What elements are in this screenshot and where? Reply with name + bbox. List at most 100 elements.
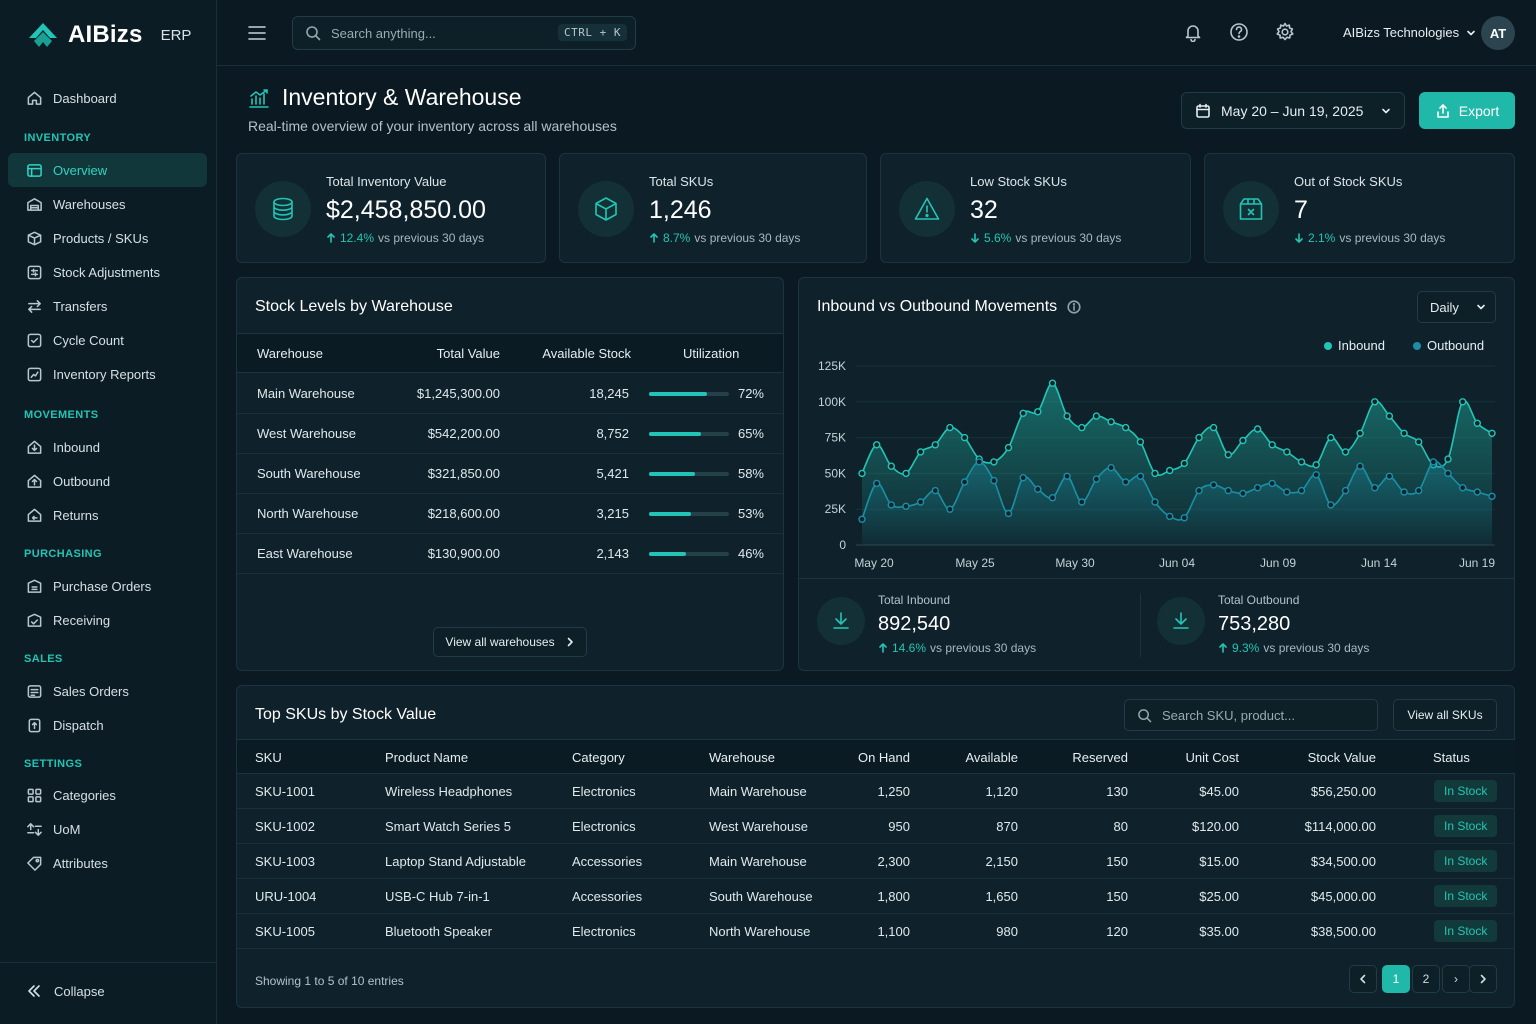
- column-header-stock-value[interactable]: Stock Value: [1307, 750, 1376, 765]
- sidebar-item-inbound[interactable]: Inbound: [8, 430, 207, 464]
- data-point-outbound[interactable]: [1327, 501, 1335, 509]
- data-point-inbound[interactable]: [1136, 438, 1145, 446]
- data-point-inbound[interactable]: [1048, 379, 1057, 387]
- sidebar-item-cycle-count[interactable]: Cycle Count: [8, 323, 207, 357]
- data-point-outbound[interactable]: [1444, 469, 1452, 478]
- sidebar-item-purchase-orders[interactable]: Purchase Orders: [8, 569, 207, 603]
- data-point-outbound[interactable]: [1004, 509, 1013, 518]
- pagination-page-2[interactable]: 2: [1412, 965, 1440, 993]
- sidebar-item-attributes[interactable]: Attributes: [8, 846, 207, 880]
- pagination-page-1[interactable]: 1: [1382, 965, 1410, 993]
- data-point-inbound[interactable]: [1151, 469, 1159, 478]
- data-point-outbound[interactable]: [858, 515, 866, 523]
- column-header-on-hand[interactable]: On Hand: [857, 750, 910, 765]
- data-point-outbound[interactable]: [1400, 488, 1408, 496]
- table-row[interactable]: SKU-1001 Wireless Headphones Electronics Ma…: [237, 774, 1515, 809]
- data-point-inbound[interactable]: [1019, 409, 1027, 418]
- sidebar-item-dispatch[interactable]: Dispatch: [8, 708, 207, 742]
- data-point-inbound[interactable]: [1312, 461, 1320, 469]
- data-point-inbound[interactable]: [872, 441, 881, 449]
- data-point-outbound[interactable]: [1297, 486, 1306, 495]
- data-point-outbound[interactable]: [1268, 479, 1276, 488]
- view-all-warehouses-button[interactable]: View all warehouses: [433, 627, 587, 657]
- table-row[interactable]: URU-1004 USB-C Hub 7-in-1 Accessories South…: [237, 879, 1515, 914]
- table-row[interactable]: SKU-1002 Smart Watch Series 5 Electronics W…: [237, 809, 1515, 844]
- table-row[interactable]: SKU-1003 Laptop Stand Adjustable Accessori…: [237, 844, 1515, 879]
- data-point-outbound[interactable]: [1283, 488, 1291, 496]
- export-button[interactable]: Export: [1419, 92, 1515, 129]
- table-row[interactable]: South Warehouse $321,850.00 5,421 58%: [237, 454, 783, 494]
- data-point-outbound[interactable]: [1371, 483, 1379, 492]
- data-point-outbound[interactable]: [1034, 485, 1042, 493]
- sidebar-item-overview[interactable]: Overview: [8, 153, 207, 187]
- data-point-outbound[interactable]: [946, 505, 954, 513]
- data-point-outbound[interactable]: [1415, 486, 1423, 495]
- company-switcher[interactable]: AIBizs Technologies: [1343, 25, 1477, 40]
- pagination-next-button[interactable]: [1469, 965, 1497, 993]
- column-header-available[interactable]: Available: [965, 750, 1018, 765]
- global-search-input[interactable]: [331, 25, 551, 41]
- column-header-category[interactable]: Category: [572, 750, 625, 765]
- data-point-outbound[interactable]: [1209, 481, 1218, 489]
- data-point-outbound[interactable]: [1063, 472, 1071, 481]
- data-point-inbound[interactable]: [1444, 455, 1452, 463]
- data-point-inbound[interactable]: [960, 433, 969, 442]
- data-point-inbound[interactable]: [1107, 418, 1115, 426]
- sidebar-item-stock-adjustments[interactable]: Stock Adjustments: [8, 255, 207, 289]
- data-point-inbound[interactable]: [1004, 443, 1013, 452]
- data-point-outbound[interactable]: [1459, 483, 1467, 492]
- data-point-inbound[interactable]: [1459, 398, 1467, 406]
- data-point-outbound[interactable]: [960, 478, 969, 486]
- period-select[interactable]: Daily: [1417, 291, 1496, 323]
- data-point-inbound[interactable]: [1297, 458, 1306, 466]
- data-point-outbound[interactable]: [990, 476, 998, 485]
- column-header-warehouse[interactable]: Warehouse: [709, 750, 775, 765]
- data-point-inbound[interactable]: [902, 469, 910, 478]
- data-point-inbound[interactable]: [858, 469, 866, 478]
- data-point-inbound[interactable]: [1253, 425, 1262, 433]
- table-row[interactable]: Main Warehouse $1,245,300.00 18,245 72%: [237, 374, 783, 414]
- data-point-outbound[interactable]: [1019, 473, 1027, 482]
- data-point-outbound[interactable]: [1385, 472, 1394, 481]
- data-point-inbound[interactable]: [1283, 448, 1291, 456]
- collapse-button[interactable]: Collapse: [26, 983, 105, 999]
- data-point-outbound[interactable]: [1122, 478, 1130, 486]
- data-point-inbound[interactable]: [1034, 408, 1042, 416]
- pagination-page-3[interactable]: ›: [1442, 965, 1470, 993]
- data-point-outbound[interactable]: [916, 498, 925, 506]
- data-point-outbound[interactable]: [872, 479, 881, 488]
- sidebar-item-sales-orders[interactable]: Sales Orders: [8, 674, 207, 708]
- data-point-inbound[interactable]: [1224, 451, 1232, 459]
- data-point-inbound[interactable]: [1371, 398, 1379, 406]
- data-point-outbound[interactable]: [1224, 486, 1232, 495]
- column-header-sku[interactable]: SKU: [255, 750, 282, 765]
- data-point-outbound[interactable]: [1341, 486, 1350, 495]
- data-point-outbound[interactable]: [1356, 462, 1364, 470]
- data-point-inbound[interactable]: [990, 458, 998, 466]
- data-point-outbound[interactable]: [887, 501, 896, 509]
- data-point-inbound[interactable]: [916, 448, 925, 456]
- column-header-product-name[interactable]: Product Name: [385, 750, 469, 765]
- data-point-inbound[interactable]: [1078, 423, 1086, 432]
- data-point-outbound[interactable]: [1136, 472, 1145, 481]
- sidebar-item-uom[interactable]: UoM: [8, 812, 207, 846]
- data-point-outbound[interactable]: [931, 486, 940, 495]
- data-point-outbound[interactable]: [1488, 492, 1496, 501]
- data-point-outbound[interactable]: [1239, 489, 1247, 498]
- data-point-inbound[interactable]: [946, 423, 954, 432]
- data-point-outbound[interactable]: [975, 458, 983, 466]
- data-point-inbound[interactable]: [1209, 423, 1218, 432]
- sidebar-item-returns[interactable]: Returns: [8, 498, 207, 532]
- data-point-outbound[interactable]: [1473, 488, 1481, 496]
- table-row[interactable]: SKU-1005 Bluetooth Speaker Electronics Nort…: [237, 914, 1515, 949]
- data-point-inbound[interactable]: [1473, 419, 1481, 428]
- data-point-outbound[interactable]: [1151, 498, 1159, 506]
- data-point-inbound[interactable]: [1239, 436, 1247, 445]
- data-point-outbound[interactable]: [1253, 483, 1262, 492]
- column-header-reserved[interactable]: Reserved: [1072, 750, 1128, 765]
- sidebar-item-products-skus[interactable]: Products / SKUs: [8, 221, 207, 255]
- table-row[interactable]: North Warehouse $218,600.00 3,215 53%: [237, 494, 783, 534]
- user-avatar[interactable]: AT: [1481, 16, 1515, 50]
- data-point-outbound[interactable]: [1078, 498, 1086, 506]
- column-header-unit-cost[interactable]: Unit Cost: [1185, 750, 1239, 765]
